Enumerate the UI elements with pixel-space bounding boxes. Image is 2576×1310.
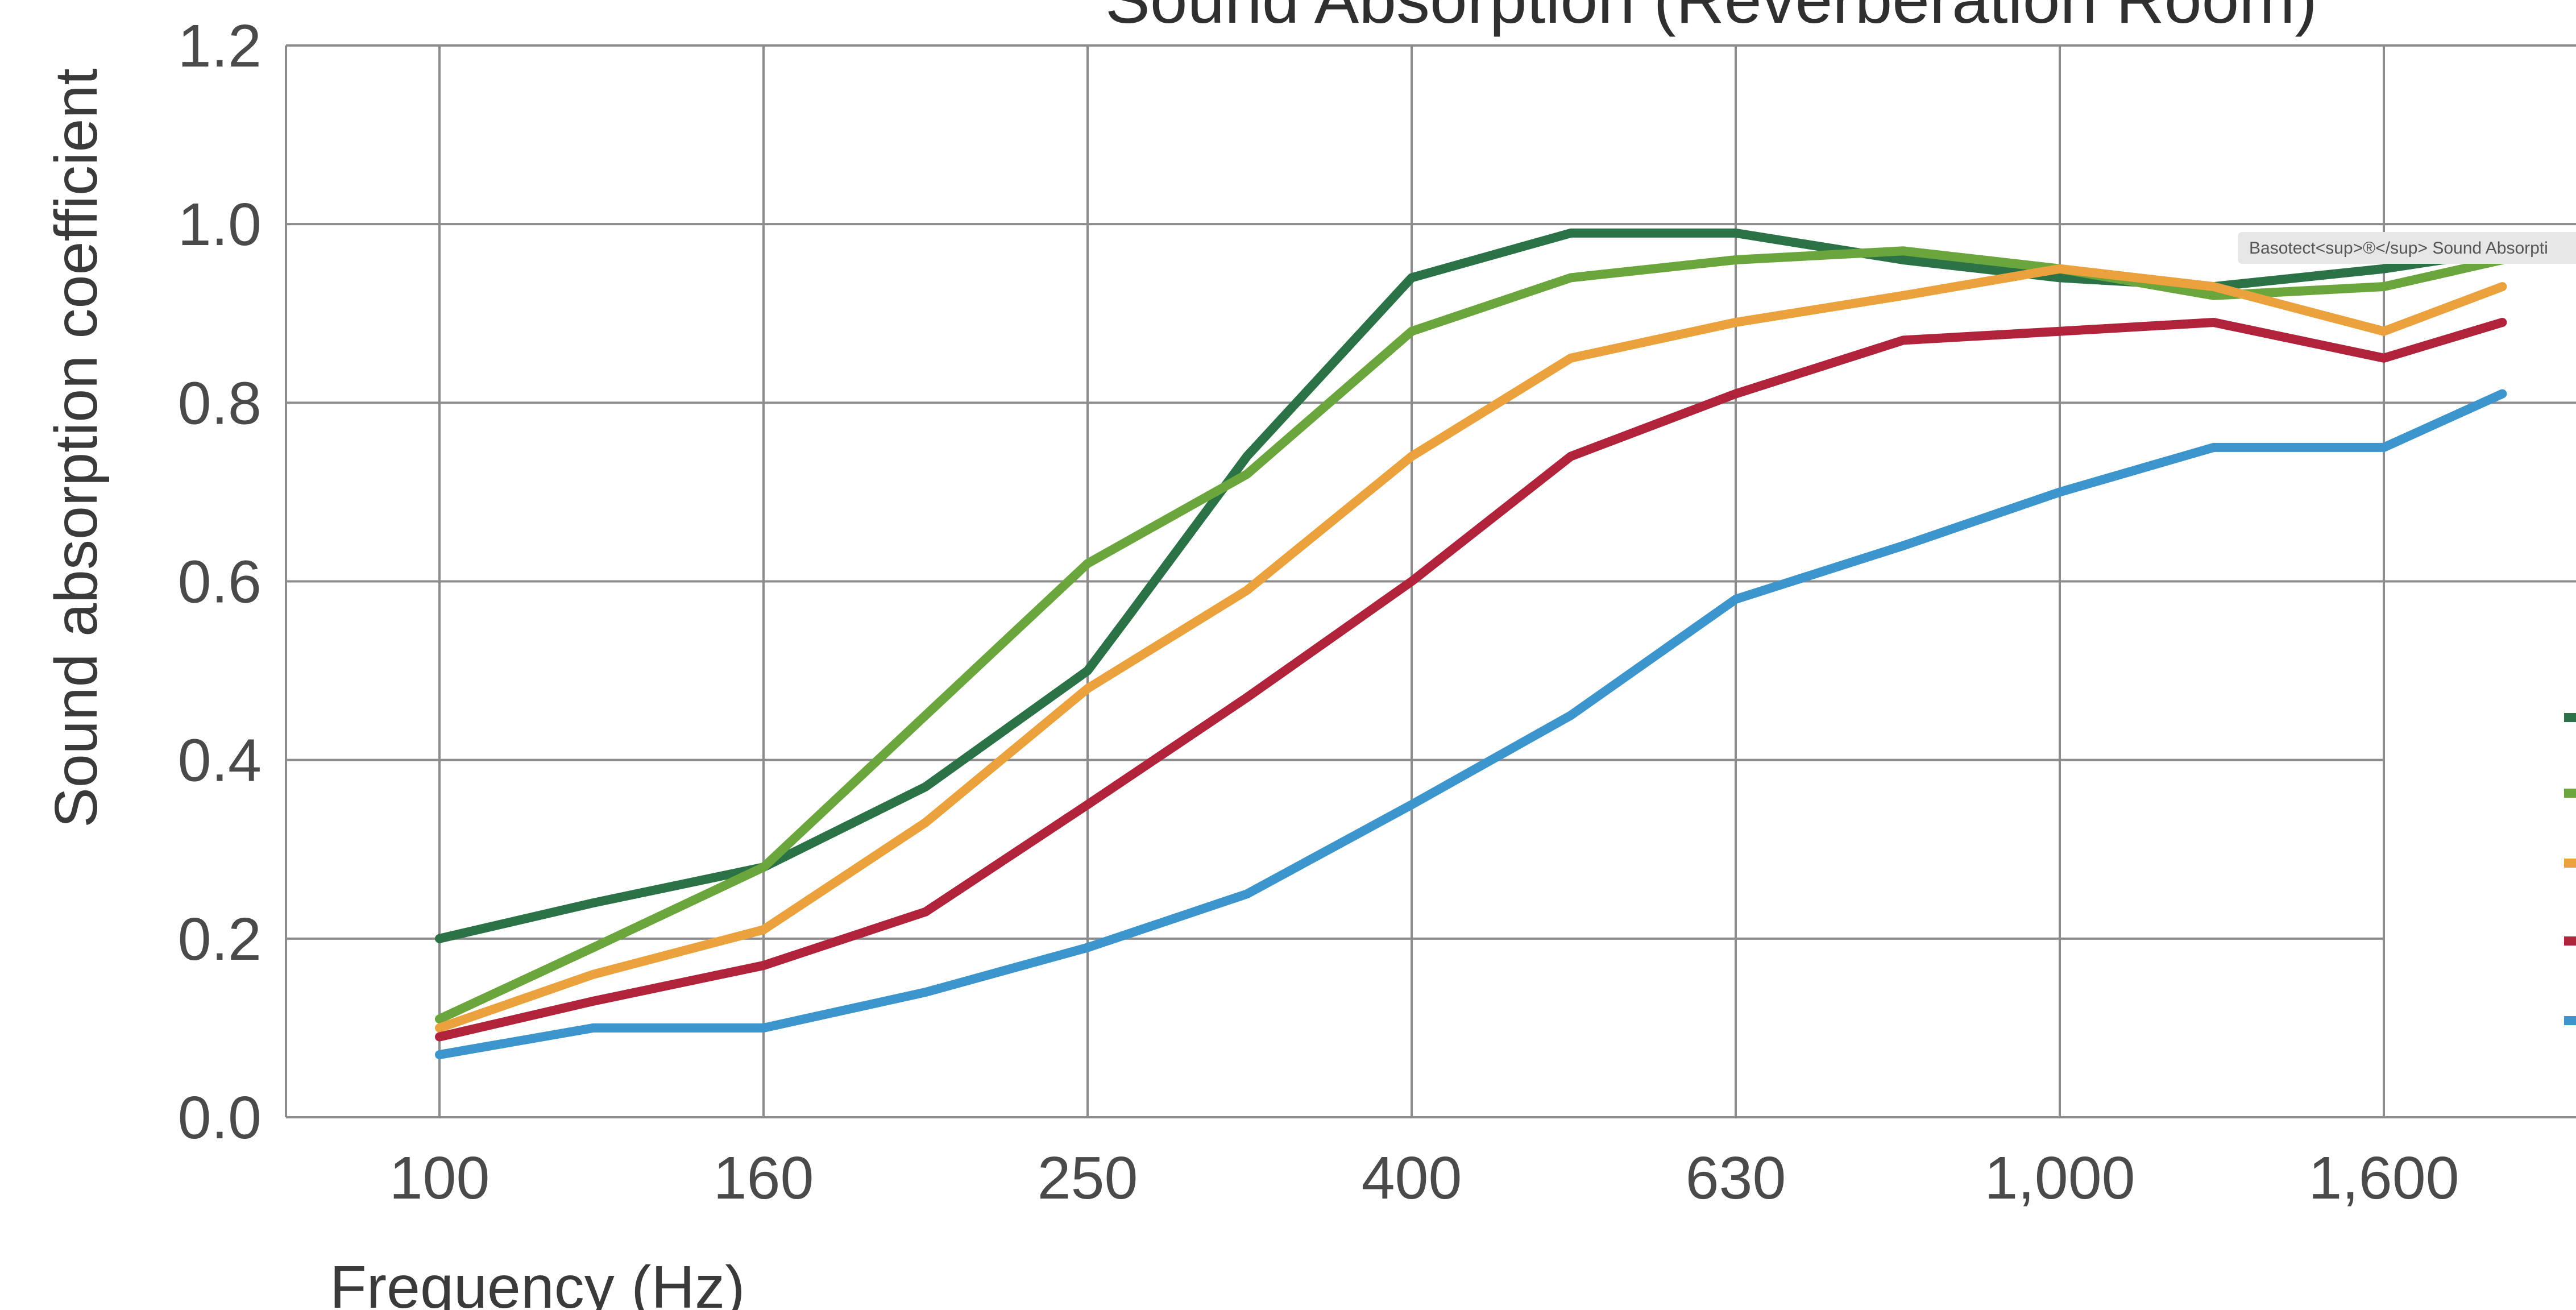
legend-swatch-1 — [2564, 713, 2576, 722]
y-tick-label: 0.2 — [178, 906, 262, 973]
tooltip-box — [2238, 232, 2576, 264]
chart-title: Sound Absorption (Reverberation Room) — [1105, 0, 2317, 38]
series-line-5 — [435, 389, 2507, 1059]
legend-swatch-3 — [2564, 859, 2576, 868]
y-tick-label: 0.4 — [178, 727, 262, 794]
grid — [285, 44, 2576, 1118]
y-tick-label: 0.8 — [178, 370, 262, 437]
x-tick-label: 250 — [1038, 1145, 1138, 1212]
series-line-1 — [435, 228, 2507, 943]
x-tick-label: 160 — [714, 1145, 814, 1212]
labels: Sound Absorption (Reverberation Room) So… — [43, 0, 2459, 1310]
legend-swatch-4 — [2564, 936, 2576, 946]
tooltip-text: Basotect<sup>®</sup> Sound Absorpti — [2249, 239, 2548, 258]
tooltip: Basotect<sup>®</sup> Sound Absorpti — [2238, 232, 2576, 264]
y-tick-label: 1.0 — [178, 191, 262, 258]
series-line-2 — [435, 246, 2507, 1024]
x-tick-label: 100 — [389, 1145, 490, 1212]
x-tick-label: 400 — [1362, 1145, 1462, 1212]
y-tick-label: 1.2 — [178, 13, 262, 80]
series-lines — [435, 228, 2507, 1059]
legend-swatch-2 — [2564, 789, 2576, 798]
x-tick-label: 1,000 — [1984, 1145, 2135, 1212]
y-axis-title: Sound absorption coefficient — [43, 68, 110, 828]
series-line-3 — [435, 264, 2507, 1033]
y-tick-label: 0.0 — [178, 1084, 262, 1151]
series-line-4 — [435, 318, 2507, 1042]
legend — [2564, 713, 2576, 1025]
x-tick-label: 630 — [1686, 1145, 1786, 1212]
y-tick-label: 0.6 — [178, 549, 262, 616]
x-tick-label: 1,600 — [2308, 1145, 2459, 1212]
x-axis-title: Frequency (Hz) — [330, 1254, 745, 1310]
legend-swatch-5 — [2564, 1016, 2576, 1025]
